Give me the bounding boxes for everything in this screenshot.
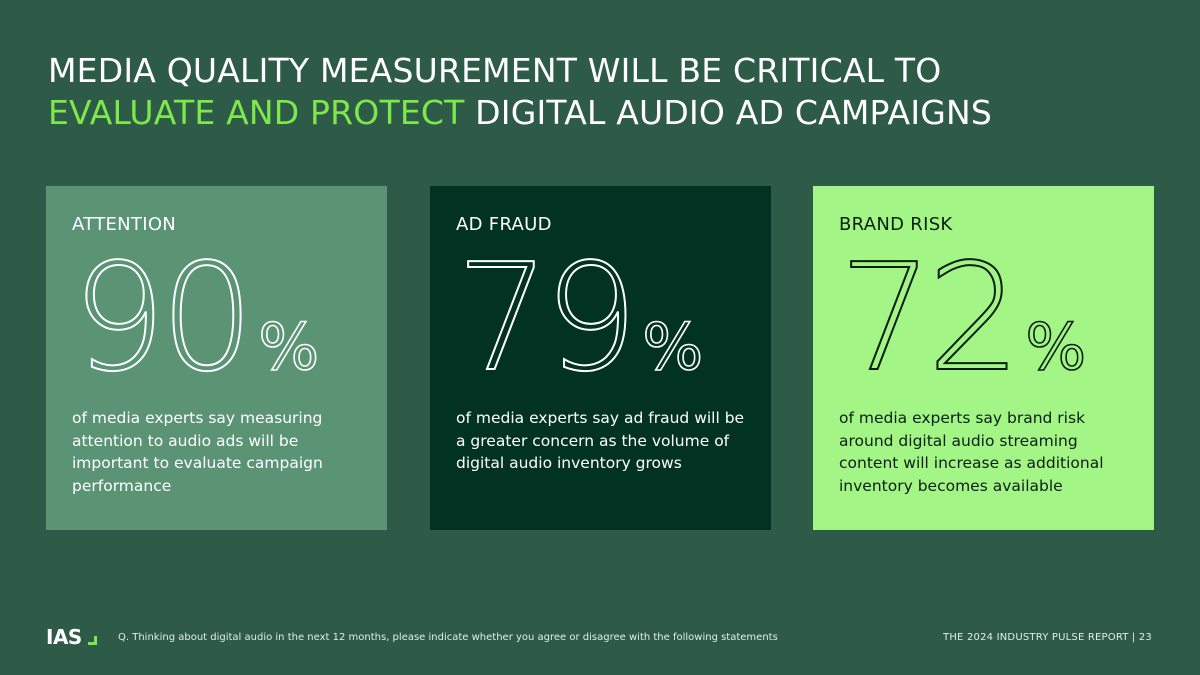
logo-corner-icon [88, 636, 97, 645]
title-highlight: EVALUATE AND PROTECT [48, 93, 465, 132]
stat-value: 79 [455, 232, 639, 404]
stat-figure: 72% [838, 232, 1087, 404]
stat-value: 72 [838, 232, 1022, 404]
stat-value: 90 [71, 232, 255, 404]
stat-card-attention: ATTENTION 90% of media experts say measu… [46, 186, 387, 530]
stat-card-ad-fraud: AD FRAUD 79% of media experts say ad fra… [430, 186, 771, 530]
percent-sign: % [1025, 311, 1087, 385]
survey-question: Q. Thinking about digital audio in the n… [118, 632, 778, 643]
percent-sign: % [258, 311, 320, 385]
card-description: of media experts say measuring attention… [72, 409, 323, 495]
percent-sign: % [642, 311, 704, 385]
title-line-1: MEDIA QUALITY MEASUREMENT WILL BE CRITIC… [48, 51, 942, 90]
title-line-2: DIGITAL AUDIO AD CAMPAIGNS [464, 93, 993, 132]
page-title: MEDIA QUALITY MEASUREMENT WILL BE CRITIC… [48, 50, 1148, 134]
card-description: of media experts say ad fraud will be a … [456, 409, 745, 472]
stat-card-brand-risk: BRAND RISK 72% of media experts say bran… [813, 186, 1154, 530]
card-label: ATTENTION [72, 214, 177, 235]
card-label: AD FRAUD [456, 214, 552, 235]
card-label: BRAND RISK [839, 214, 953, 235]
ias-logo: IAS [46, 625, 82, 649]
card-description: of media experts say brand risk around d… [839, 409, 1104, 495]
stat-figure: 79% [455, 232, 704, 404]
footer: IAS Q. Thinking about digital audio in t… [0, 620, 1200, 656]
stat-figure: 90% [71, 232, 320, 404]
report-page-label: THE 2024 INDUSTRY PULSE REPORT | 23 [943, 632, 1152, 643]
